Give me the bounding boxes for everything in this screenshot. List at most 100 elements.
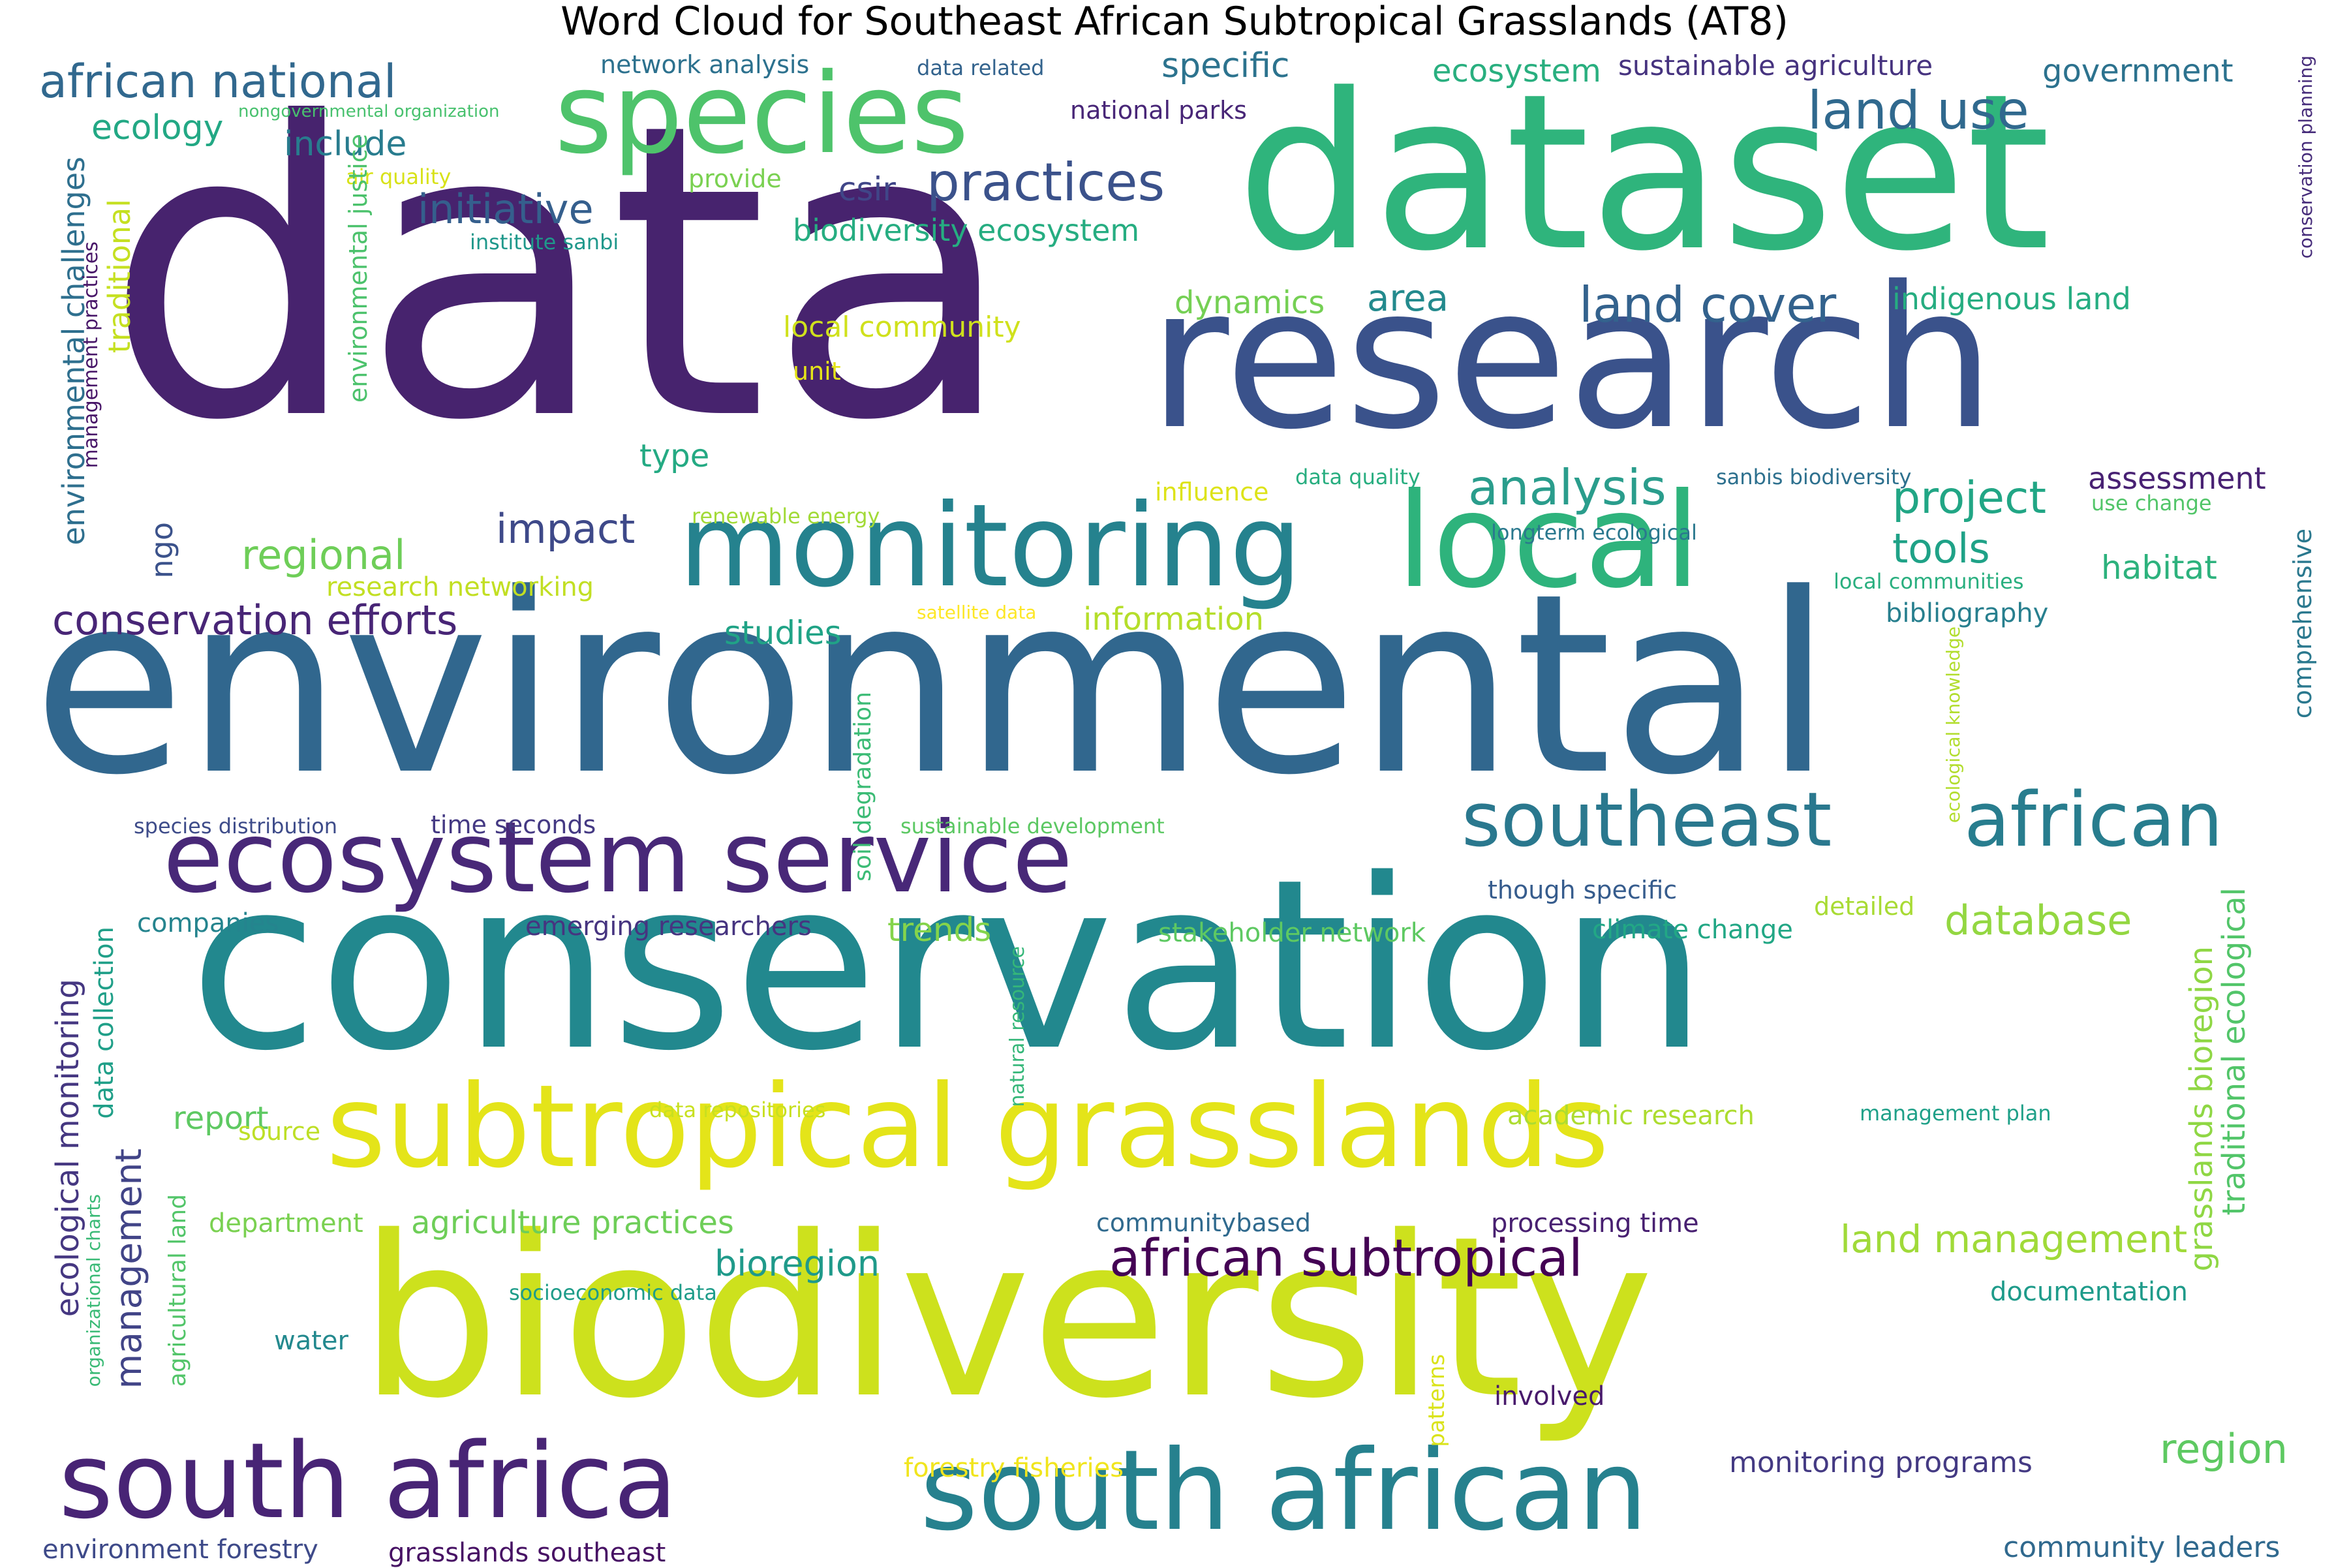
word-source: source: [238, 1117, 321, 1146]
word-initiative: initiative: [418, 185, 594, 233]
word-academic-research: academic research: [1507, 1101, 1755, 1131]
word-data-repositories: data repositories: [649, 1098, 826, 1122]
word-management-practices: management practices: [80, 241, 102, 469]
word-subtropical-grasslands: subtropical grasslands: [326, 1061, 1610, 1193]
word-grasslands-southeast: grasslands southeast: [388, 1538, 666, 1568]
word-region: region: [2160, 1425, 2288, 1473]
word-impact: impact: [496, 505, 636, 553]
word-ecological-monitoring: ecological monitoring: [50, 979, 86, 1317]
word-local-community: local community: [783, 311, 1021, 344]
word-patterns: patterns: [1424, 1354, 1450, 1447]
word-biodiversity-ecosystem: biodiversity ecosystem: [793, 213, 1140, 248]
word-companies: companies: [137, 908, 279, 938]
word-detailed: detailed: [1814, 892, 1915, 921]
word-indigenous-land: indigenous land: [1892, 281, 2131, 316]
word-organizational-charts: organizational charts: [83, 1194, 104, 1387]
word-satellite-data: satellite data: [917, 602, 1037, 623]
word-communitybased: communitybased: [1096, 1208, 1311, 1237]
word-local-communities: local communities: [1834, 569, 2024, 594]
word-area: area: [1367, 277, 1449, 320]
word-dynamics: dynamics: [1174, 284, 1325, 321]
word-specific: specific: [1161, 46, 1290, 85]
word-ecological-knowledge: ecological knowledge: [1942, 626, 1964, 823]
word-research: research: [1148, 245, 1995, 472]
word-land-management: land management: [1840, 1217, 2188, 1261]
word-environment-forestry: environment forestry: [42, 1535, 318, 1565]
word-monitoring-programs: monitoring programs: [1729, 1446, 2033, 1479]
word-dataset: dataset: [1236, 48, 2051, 298]
word-longterm-ecological: longterm ecological: [1491, 520, 1697, 545]
word-trends: trends: [887, 911, 992, 949]
word-land-use: land use: [1807, 80, 2029, 141]
word-unit: unit: [793, 357, 841, 386]
word-project: project: [1892, 472, 2047, 524]
word-emerging-researchers: emerging researchers: [525, 912, 812, 942]
word-south-african: south african: [920, 1426, 1648, 1556]
word-involved: involved: [1494, 1381, 1605, 1411]
word-soil-degradation: soil degradation: [850, 692, 876, 882]
word-local: local: [1396, 465, 1701, 617]
word-environmental: environmental: [33, 540, 1833, 829]
word-south-africa: south africa: [59, 1420, 678, 1542]
word-data-quality: data quality: [1295, 465, 1420, 489]
word-though-specific: though specific: [1488, 876, 1678, 904]
word-land-cover: land cover: [1579, 276, 1837, 333]
word-traditional: traditional: [102, 199, 137, 354]
word-national-parks: national parks: [1070, 96, 1247, 125]
word-bioregion: bioregion: [714, 1243, 880, 1284]
word-air-quality: air quality: [346, 164, 452, 189]
word-use-change: use change: [2091, 491, 2212, 515]
word-conservation-planning: conservation planning: [2295, 55, 2316, 259]
word-government: government: [2042, 53, 2234, 89]
word-research-networking: research networking: [326, 572, 594, 602]
word-information: information: [1083, 601, 1265, 638]
word-studies: studies: [724, 614, 842, 652]
word-agricultural-land: agricultural land: [164, 1194, 191, 1387]
word-ngo: ngo: [144, 522, 179, 579]
word-african-national: african national: [39, 55, 397, 108]
word-habitat: habitat: [2101, 549, 2217, 587]
word-climate-change: climate change: [1592, 915, 1793, 945]
word-comprehensive: comprehensive: [2288, 529, 2317, 719]
word-renewable-energy: renewable energy: [692, 504, 880, 529]
word-department: department: [209, 1208, 363, 1238]
word-data: data: [104, 38, 1016, 509]
word-bibliography: bibliography: [1886, 598, 2049, 628]
word-institute-sanbi: institute sanbi: [470, 230, 619, 254]
word-community-leaders: community leaders: [2003, 1531, 2280, 1564]
word-provide: provide: [688, 164, 782, 193]
word-conservation-efforts: conservation efforts: [52, 596, 458, 644]
word-include: include: [284, 125, 407, 164]
word-stakeholder-network: stakeholder network: [1158, 918, 1426, 948]
word-african-subtropical: african subtropical: [1109, 1229, 1583, 1288]
word-cloud-area: data dataset research environmental conserva…: [33, 38, 2317, 1568]
word-sustainable-development: sustainable development: [900, 814, 1165, 838]
word-data-related: data related: [917, 55, 1045, 80]
word-southeast: southeast: [1462, 776, 1832, 864]
word-csir: csir: [838, 170, 896, 208]
word-practices: practices: [927, 152, 1165, 213]
word-traditional-ecological: traditional ecological: [2216, 887, 2252, 1216]
word-environmental-justice: environmental justice: [344, 134, 373, 403]
word-management-plan: management plan: [1860, 1101, 2051, 1126]
word-type: type: [639, 438, 710, 474]
word-assessment: assessment: [2088, 461, 2266, 496]
word-conservation: conservation: [189, 829, 1708, 1102]
word-species-distribution: species distribution: [134, 814, 338, 838]
word-data-collection: data collection: [89, 927, 119, 1119]
word-nongovernmental-organization: nongovernmental organization: [238, 102, 500, 121]
word-species: species: [555, 50, 969, 179]
word-influence: influence: [1155, 478, 1269, 506]
word-ecosystem: ecosystem: [1432, 53, 1601, 89]
word-sanbis-biodiversity: sanbis biodiversity: [1716, 465, 1912, 489]
word-sustainable-agriculture: sustainable agriculture: [1618, 50, 1933, 82]
word-biodiversity: biodiversity: [359, 1189, 1654, 1447]
word-socioeconomic-data: socioeconomic data: [509, 1280, 717, 1305]
word-agriculture-practices: agriculture practices: [411, 1205, 734, 1241]
word-monitoring: monitoring: [679, 480, 1302, 613]
word-analysis: analysis: [1468, 459, 1666, 516]
word-tools: tools: [1892, 525, 1990, 572]
word-database: database: [1944, 897, 2132, 944]
word-report: report: [173, 1100, 269, 1137]
